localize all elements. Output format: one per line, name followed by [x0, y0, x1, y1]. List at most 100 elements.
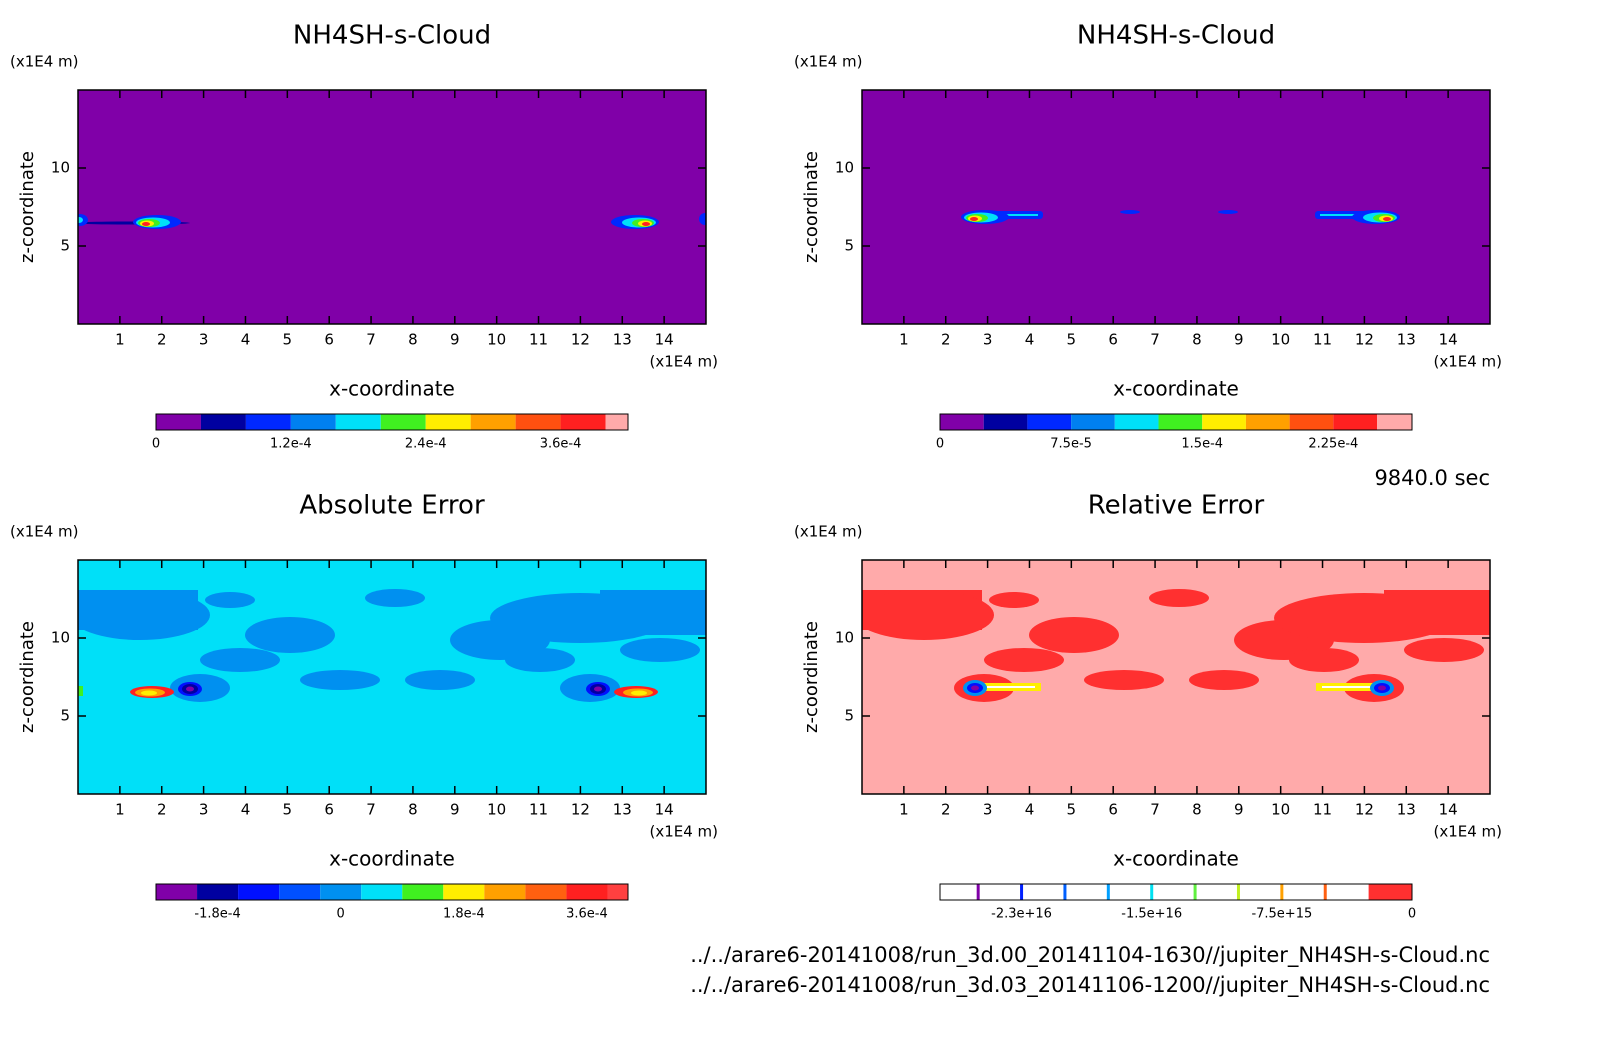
x-tick-label: 7 [366, 801, 376, 819]
plot-background [862, 90, 1490, 324]
chart-title: Relative Error [1088, 491, 1265, 521]
x-tick-label: 10 [1271, 331, 1290, 349]
colorbar-segment [1202, 414, 1246, 430]
x-tick-label: 13 [613, 331, 632, 349]
colorbar-frame [155, 413, 629, 431]
file-path: ../../arare6-20141008/run_3d.00_20141104… [690, 943, 1490, 968]
colorbar-segment [940, 414, 984, 430]
colorbar-segment [320, 884, 362, 900]
colorbar-tick-label: 3.6e-4 [566, 907, 608, 922]
colorbar-segment [1021, 884, 1065, 900]
x-tick-label: 8 [408, 331, 418, 349]
colorbar-segment [484, 884, 526, 900]
x-tick-label: 1 [115, 331, 125, 349]
x-tick-label: 13 [1397, 801, 1416, 819]
x-tick-label: 3 [983, 801, 993, 819]
y-axis-label: z-coordinate [17, 621, 38, 733]
colorbar-segment [238, 884, 280, 900]
x-tick-label: 4 [1025, 801, 1035, 819]
x-tick-label: 2 [157, 801, 167, 819]
x-tick-label: 9 [1234, 801, 1244, 819]
x-tick-label: 5 [1067, 331, 1077, 349]
x-tick-label: 5 [283, 331, 293, 349]
colorbar-segment [1027, 414, 1072, 430]
colorbar-tick-label: -7.5e+15 [1251, 907, 1312, 922]
colorbar-segment [156, 414, 201, 430]
x-tick-label: 10 [487, 801, 506, 819]
x-tick-label: 3 [983, 331, 993, 349]
plot-frame [861, 89, 1491, 325]
x-tick-label: 10 [1271, 801, 1290, 819]
x-tick-label: 8 [408, 801, 418, 819]
y-tick-label: 10 [51, 629, 70, 647]
colorbar-frame [939, 883, 1413, 901]
x-tick-label: 2 [157, 331, 167, 349]
x-tick-label: 1 [899, 801, 909, 819]
colorbar-tick-label: 1.8e-4 [443, 907, 485, 922]
colorbar-tick-label: 2.25e-4 [1308, 437, 1358, 452]
x-unit: (x1E4 m) [649, 823, 718, 841]
colorbar-segment [1114, 414, 1159, 430]
x-tick-label: 5 [283, 801, 293, 819]
contour-field [78, 589, 706, 702]
file-path: ../../arare6-20141008/run_3d.03_20141106… [690, 973, 1490, 998]
y-tick-label: 5 [844, 707, 854, 725]
colorbar-segment [1281, 884, 1326, 900]
colorbar-segment [978, 884, 1022, 900]
x-tick-label: 11 [1313, 331, 1332, 349]
x-tick-label: 10 [487, 331, 506, 349]
colorbar-segment [335, 414, 381, 430]
x-tick-label: 6 [324, 801, 334, 819]
contour-field [78, 213, 706, 229]
x-tick-label: 6 [324, 331, 334, 349]
colorbar-segment [156, 884, 198, 900]
y-unit: (x1E4 m) [10, 523, 79, 541]
x-tick-label: 14 [655, 331, 674, 349]
colorbar-segment [1333, 414, 1378, 430]
colorbar-segment [1368, 884, 1412, 900]
x-tick-label: 12 [571, 801, 590, 819]
x-tick-label: 1 [899, 331, 909, 349]
y-tick-label: 5 [60, 707, 70, 725]
x-axis-label: x-coordinate [1113, 377, 1239, 401]
x-tick-label: 9 [1234, 331, 1244, 349]
x-tick-label: 9 [450, 801, 460, 819]
y-unit: (x1E4 m) [794, 53, 863, 71]
x-tick-label: 7 [1150, 331, 1160, 349]
plot-frame [861, 559, 1491, 795]
colorbar-frame [155, 883, 629, 901]
colorbar-segment [380, 414, 426, 430]
colorbar-segment [560, 414, 606, 430]
colorbar-segment [983, 414, 1028, 430]
x-tick-label: 3 [199, 801, 209, 819]
colorbar-segment [197, 884, 239, 900]
x-tick-label: 2 [941, 801, 951, 819]
colorbar-segment [470, 414, 516, 430]
x-unit: (x1E4 m) [1433, 823, 1502, 841]
colorbar-tick-label: 7.5e-5 [1050, 437, 1092, 452]
x-unit: (x1E4 m) [1433, 353, 1502, 371]
x-tick-label: 12 [1355, 801, 1374, 819]
colorbar-segment [361, 884, 403, 900]
colorbar-tick-label: -1.5e+16 [1121, 907, 1182, 922]
colorbar-tick-label: 1.2e-4 [270, 437, 312, 452]
colorbar-segment [566, 884, 608, 900]
x-tick-label: 11 [529, 801, 548, 819]
colorbar-segment [1158, 414, 1203, 430]
colorbar-segment [290, 414, 336, 430]
colorbar-segment [1245, 414, 1290, 430]
x-unit: (x1E4 m) [649, 353, 718, 371]
x-tick-label: 6 [1108, 801, 1118, 819]
x-tick-label: 8 [1192, 331, 1202, 349]
x-tick-label: 7 [1150, 801, 1160, 819]
x-tick-label: 4 [1025, 331, 1035, 349]
x-tick-label: 13 [613, 801, 632, 819]
x-tick-label: 7 [366, 331, 376, 349]
y-unit: (x1E4 m) [794, 523, 863, 541]
colorbar-segment [279, 884, 321, 900]
chart-title: NH4SH-s-Cloud [293, 21, 491, 51]
x-tick-label: 1 [115, 801, 125, 819]
x-tick-label: 14 [1439, 801, 1458, 819]
colorbar-segment [1064, 884, 1109, 900]
y-axis-label: z-coordinate [17, 151, 38, 263]
